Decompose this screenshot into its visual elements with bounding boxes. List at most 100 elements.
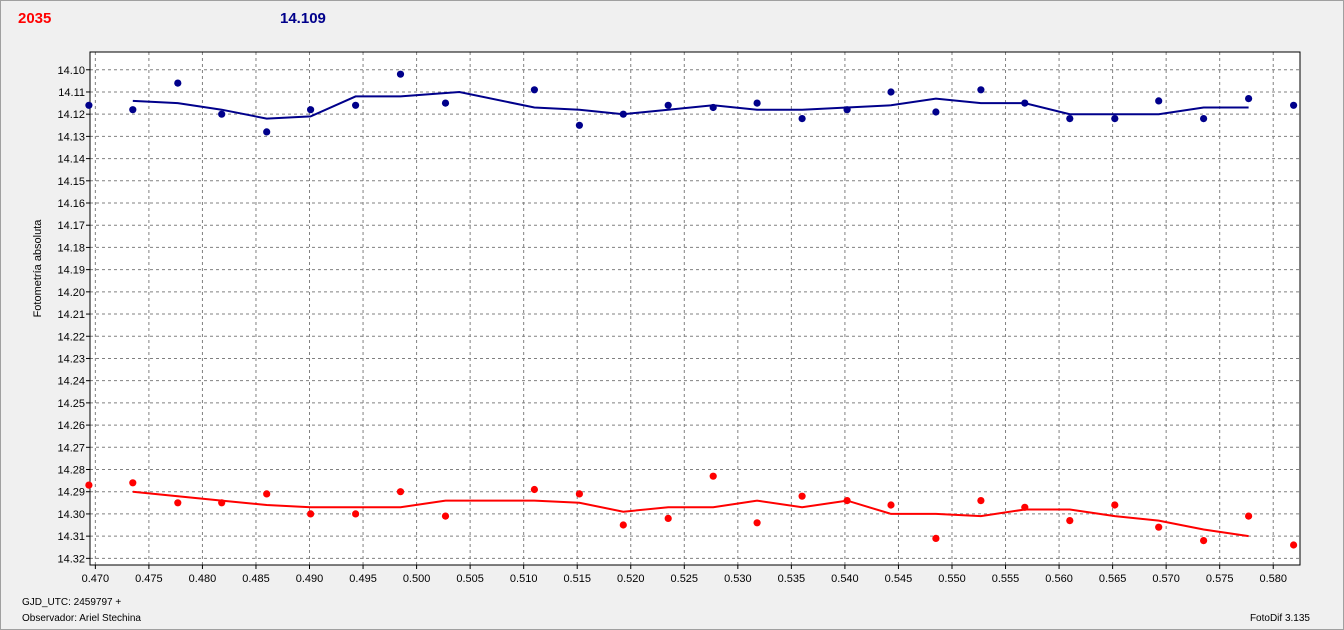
series-red-point: [1290, 541, 1298, 549]
y-tick-label: 14.31: [57, 531, 85, 543]
x-tick-label: 0.480: [189, 573, 217, 585]
y-tick-label: 14.29: [57, 487, 85, 499]
x-tick-label: 0.485: [242, 573, 270, 585]
y-tick-label: 14.24: [57, 376, 85, 388]
series-red-point: [1245, 512, 1253, 520]
x-tick-label: 0.555: [992, 573, 1020, 585]
series-blue-point: [1290, 101, 1298, 109]
series-red-point: [664, 514, 672, 523]
series-blue-point: [1111, 115, 1119, 123]
series-red-point: [843, 497, 851, 505]
y-tick-label: 14.32: [57, 553, 85, 565]
series-red-point: [798, 492, 806, 500]
series-blue-point: [85, 101, 93, 109]
x-tick-label: 0.525: [671, 573, 699, 585]
series-blue-point: [396, 70, 405, 78]
series-red-trend-line: [132, 490, 1249, 538]
y-tick-label: 14.30: [57, 509, 85, 521]
y-tick-label: 14.26: [57, 420, 85, 432]
series-blue-point: [263, 128, 271, 136]
series-red-point: [753, 519, 761, 527]
x-tick-label: 0.545: [885, 573, 913, 585]
series-red-point: [1200, 537, 1208, 545]
header-left-value: 2035: [18, 10, 52, 27]
series-blue-point: [575, 121, 584, 129]
y-tick-label: 14.23: [57, 353, 85, 365]
series-red-point: [441, 512, 450, 520]
y-tick-label: 14.15: [57, 176, 85, 188]
series-blue-point: [1021, 99, 1029, 107]
series-blue-point: [977, 86, 985, 94]
series-blue-point: [709, 103, 717, 112]
series-blue-point: [441, 99, 450, 107]
x-tick-label: 0.500: [403, 573, 431, 585]
x-tick-label: 0.470: [82, 573, 110, 585]
series-red-point: [307, 510, 315, 518]
series-blue-point: [843, 106, 851, 114]
plot-border: [89, 51, 1301, 566]
series-blue-point: [887, 88, 895, 96]
header-right-value: 14.109: [280, 10, 326, 27]
series-blue-point: [174, 79, 182, 87]
series-red-point: [218, 499, 226, 507]
y-tick-label: 14.18: [57, 242, 85, 254]
series-blue-point: [218, 110, 226, 118]
series-red-point: [396, 488, 405, 496]
series-red-point: [709, 472, 717, 480]
y-tick-label: 14.11: [58, 87, 85, 99]
y-tick-label: 14.17: [57, 220, 85, 232]
series-red-point: [85, 481, 93, 489]
x-tick-label: 0.565: [1099, 573, 1127, 585]
observer-label: Observador: Ariel Stechina: [22, 613, 141, 624]
x-tick-label: 0.510: [510, 573, 538, 585]
x-tick-label: 0.535: [778, 573, 806, 585]
y-axis-label: Fotometría absoluta: [32, 219, 44, 318]
x-tick-label: 0.570: [1152, 573, 1180, 585]
y-tick-label: 14.25: [57, 398, 85, 410]
x-tick-label: 0.575: [1206, 573, 1234, 585]
series-blue-point: [664, 101, 672, 109]
series-blue-point: [530, 86, 539, 94]
series-red-point: [1021, 503, 1029, 511]
series-red-point: [887, 501, 895, 509]
series-red-point: [575, 490, 584, 498]
y-tick-label: 14.21: [57, 309, 85, 321]
version-label: FotoDif 3.135: [1249, 613, 1310, 624]
y-tick-label: 14.20: [57, 287, 85, 299]
x-tick-label: 0.580: [1259, 573, 1287, 585]
series-blue-point: [1155, 97, 1163, 105]
y-tick-label: 14.14: [57, 154, 85, 166]
x-tick-label: 0.495: [349, 573, 377, 585]
series-red-point: [129, 479, 137, 487]
series-red-point: [1155, 523, 1163, 531]
series-blue-point: [932, 108, 940, 116]
series-red-point: [530, 485, 539, 494]
x-tick-label: 0.520: [617, 573, 645, 585]
series-red-point: [977, 497, 985, 505]
y-tick-label: 14.12: [57, 109, 85, 121]
y-tick-label: 14.19: [57, 265, 85, 277]
series-blue-point: [619, 110, 627, 118]
x-tick-label: 0.490: [296, 573, 324, 585]
y-tick-label: 14.16: [57, 198, 85, 210]
series-red-point: [619, 521, 627, 529]
plot-area: [90, 52, 1300, 565]
series-blue-point: [798, 115, 806, 123]
series-blue-point: [307, 106, 315, 114]
series-blue-point: [129, 106, 137, 114]
x-tick-label: 0.505: [456, 573, 484, 585]
series-blue-point: [1245, 95, 1253, 103]
y-tick-label: 14.22: [57, 331, 85, 343]
series-red-point: [932, 534, 940, 543]
series-red-point: [1111, 501, 1119, 509]
x-tick-label: 0.540: [831, 573, 859, 585]
y-tick-label: 14.27: [57, 442, 85, 454]
series-red-point: [352, 510, 360, 518]
y-tick-label: 14.10: [57, 65, 85, 77]
y-tick-label: 14.28: [57, 465, 85, 477]
y-tick-label: 14.13: [57, 131, 85, 143]
x-tick-label: 0.515: [563, 573, 591, 585]
series-red-point: [174, 499, 182, 507]
x-tick-label: 0.475: [135, 573, 163, 585]
